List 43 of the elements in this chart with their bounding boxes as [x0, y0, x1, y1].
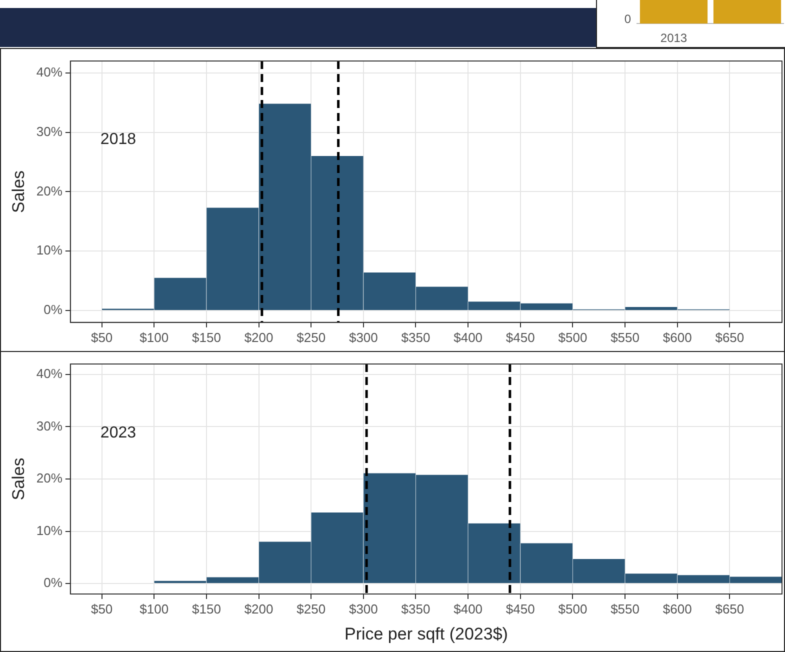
x-tick-label: $550 — [610, 330, 640, 345]
y-tick-label: 0% — [44, 302, 63, 318]
y-tick-label: 10% — [36, 522, 63, 538]
x-tick-label: $450 — [506, 330, 535, 345]
y-tick-label: 40% — [36, 64, 63, 80]
x-tick-label: $200 — [244, 601, 274, 616]
x-tick-label: $400 — [454, 601, 483, 616]
x-tick-label: $100 — [140, 601, 169, 616]
x-tick-label: $650 — [715, 330, 744, 345]
x-tick-label: $350 — [401, 330, 430, 345]
x-tick-label: $250 — [296, 601, 326, 616]
x-axis-title: Price per sqft (2023$) — [344, 624, 508, 644]
x-tick-label: $450 — [506, 601, 535, 616]
x-tick-label: $300 — [348, 330, 378, 345]
x-tick-label: $150 — [192, 601, 221, 616]
y-tick-label: 0% — [44, 575, 63, 590]
y-tick-label: 10% — [36, 242, 63, 258]
x-tick-label: $50 — [90, 601, 113, 616]
y-tick-label: 30% — [36, 124, 63, 139]
annotation: 2023 — [100, 424, 136, 442]
x-tick-label: $600 — [662, 601, 692, 616]
annotation: 2018 — [100, 130, 136, 148]
x-tick-label: $650 — [715, 601, 744, 616]
x-tick-label: 2013 — [660, 31, 688, 46]
x-tick-label: $300 — [348, 601, 378, 616]
text: 0 — [624, 12, 632, 26]
x-tick-label: $350 — [401, 601, 430, 616]
x-tick-label: $100 — [140, 330, 169, 345]
y-axis-title: Sales — [8, 458, 28, 500]
x-tick-label: $550 — [610, 601, 640, 616]
y-tick-label: 20% — [36, 470, 63, 486]
x-tick-label: $500 — [558, 601, 588, 616]
y-axis-title: Sales — [8, 170, 28, 213]
x-tick-label: $150 — [192, 330, 221, 345]
x-tick-label: $600 — [662, 330, 692, 345]
y-tick-label: 20% — [36, 183, 63, 198]
x-tick-label: $250 — [296, 330, 326, 345]
y-tick-label: 40% — [36, 366, 63, 382]
x-tick-label: $50 — [90, 330, 113, 345]
x-tick-label: $500 — [558, 330, 588, 345]
y-tick-label: 30% — [36, 418, 63, 434]
x-tick-label: $200 — [244, 330, 274, 345]
x-tick-label: $400 — [454, 330, 483, 345]
